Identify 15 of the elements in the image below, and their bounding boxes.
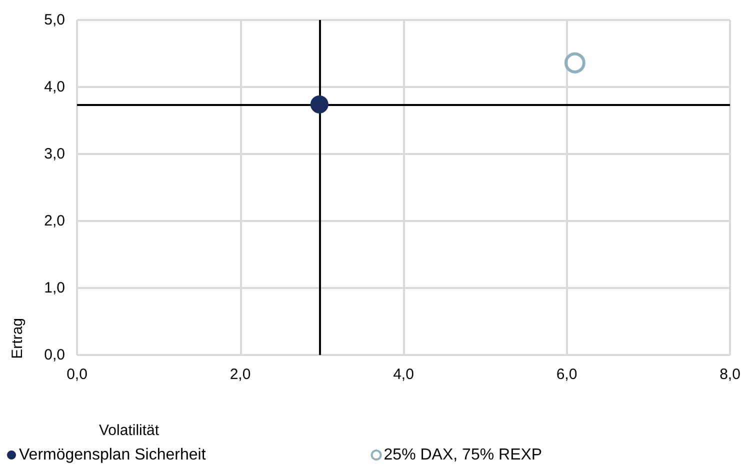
legend-label: Vermögensplan Sicherheit: [19, 446, 206, 464]
y-tick-label: 4,0: [44, 78, 65, 96]
x-tick-label: 0,0: [66, 366, 88, 383]
x-tick-label: 6,0: [556, 366, 578, 383]
y-tick-label: 0,0: [44, 346, 65, 364]
x-tick-label: 8,0: [720, 366, 740, 383]
y-tick-label: 5,0: [44, 12, 65, 28]
y-tick-label: 2,0: [44, 212, 65, 230]
x-tick-label: 2,0: [230, 366, 251, 383]
x-tick-label: 4,0: [393, 366, 414, 383]
y-tick-label: 1,0: [44, 280, 65, 296]
x-axis-title: Volatilität: [99, 422, 160, 439]
y-tick-label: 3,0: [44, 146, 65, 162]
y-axis-title: Ertrag: [9, 318, 26, 359]
legend-label: 25% DAX, 75% REXP: [384, 446, 542, 464]
